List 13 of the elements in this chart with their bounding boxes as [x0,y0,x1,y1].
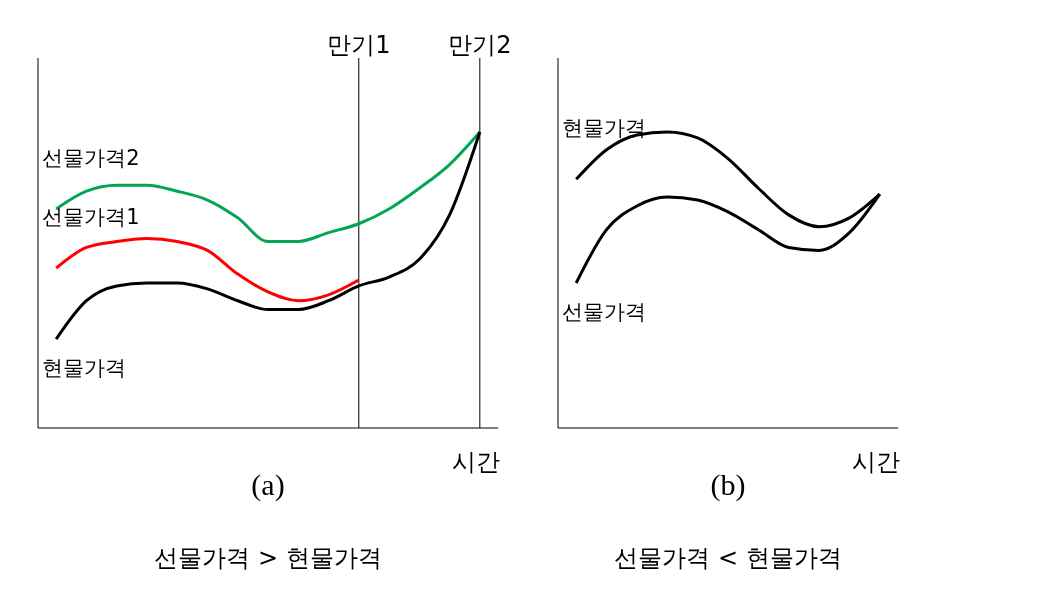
series-label: 선물가격1 [42,205,140,230]
series-label: 선물가격2 [42,145,140,170]
text: 만기2 [448,31,512,59]
text: (a) [251,468,285,501]
text: 만기1 [327,31,391,59]
series-label: 현물가격 [562,116,647,141]
x-axis-title: 시간 [852,448,900,476]
series-label: 선물가격 [562,299,647,324]
text: (b) [710,468,746,501]
x-axis-title: 시간 [452,448,500,476]
series-label: 현물가격 [42,356,127,381]
text: 선물가격 > 현물가격 [153,543,383,574]
text: 선물가격 < 현물가격 [613,543,843,574]
